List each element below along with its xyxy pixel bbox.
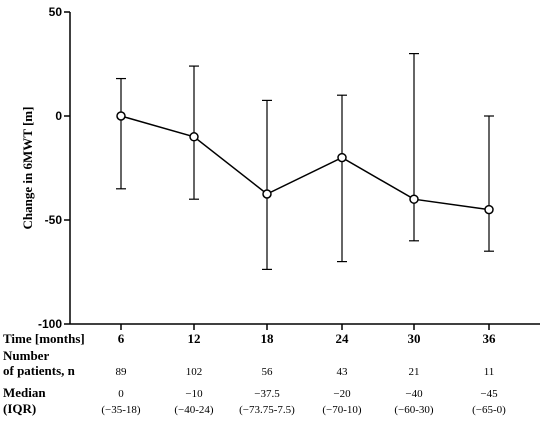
iqr-value: (−65-0): [472, 404, 506, 416]
y-tick-label: 50: [49, 5, 63, 19]
x-tick-label: 36: [483, 331, 497, 346]
error-bar: [484, 115, 494, 252]
patients-count: 43: [337, 366, 349, 378]
median-row-label-line2: (IQR): [3, 401, 36, 416]
patients-count: 21: [409, 366, 420, 378]
x-tick-label: 30: [408, 331, 421, 346]
median-value: −10: [185, 388, 203, 400]
data-point: [262, 189, 272, 199]
data-point: [189, 132, 199, 142]
iqr-value: (−35-18): [101, 404, 141, 416]
x-tick-label: 12: [188, 331, 201, 346]
patients-row-label-line2: of patients, n: [3, 363, 76, 378]
patients-count: 56: [262, 366, 274, 378]
median-row-label-line1: Median: [3, 385, 46, 400]
median-value: −37.5: [254, 388, 280, 400]
x-tick-label: 24: [336, 331, 350, 346]
data-point: [337, 152, 347, 163]
y-axis-label: Change in 6MWT [m]: [20, 107, 35, 230]
iqr-value: (−40-24): [174, 404, 214, 416]
x-tick-label: 6: [118, 331, 125, 346]
patients-count: 11: [484, 366, 495, 378]
error-bar: [337, 94, 347, 263]
y-tick-label: -50: [45, 213, 63, 227]
error-bar: [409, 52, 419, 242]
patients-count: 89: [116, 366, 128, 378]
median-value: 0: [118, 388, 124, 400]
y-tick-label: -100: [38, 317, 62, 331]
data-point: [116, 111, 126, 121]
series-line: [120, 115, 490, 211]
patients-count: 102: [186, 366, 203, 378]
data-point: [484, 204, 494, 215]
median-value: −40: [405, 388, 423, 400]
y-tick-label: 0: [55, 109, 62, 123]
iqr-value: (−60-30): [394, 404, 434, 416]
error-bar: [116, 77, 126, 190]
error-bar: [262, 99, 272, 270]
iqr-value: (−70-10): [322, 404, 362, 416]
time-row-label: Time [months]: [3, 331, 85, 346]
median-value: −45: [480, 388, 498, 400]
median-value: −20: [333, 388, 351, 400]
iqr-value: (−73.75-7.5): [239, 404, 295, 416]
x-tick-label: 18: [261, 331, 275, 346]
patients-row-label-line1: Number: [3, 348, 49, 363]
data-point: [409, 194, 419, 204]
